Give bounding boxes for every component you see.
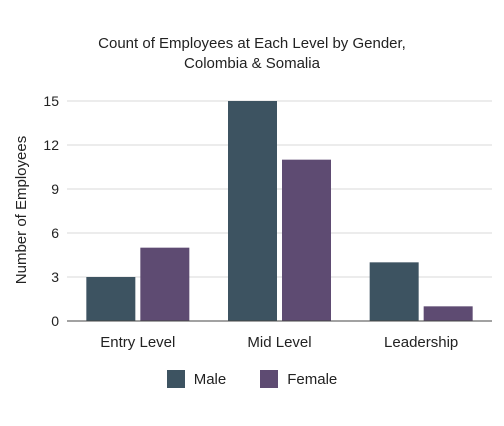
legend: Male Female	[0, 370, 504, 388]
x-tick-labels: Entry Level Mid Level Leadership	[100, 334, 458, 351]
y-tick-label-12: 12	[43, 137, 59, 153]
legend-swatch-female	[260, 370, 279, 388]
y-tick-label-15: 15	[43, 93, 59, 109]
bar-male-leadership	[369, 262, 419, 321]
chart-title-line-2: Colombia & Somalia	[184, 55, 320, 72]
legend-label-male: Male	[193, 370, 227, 388]
y-tick-label-0: 0	[51, 313, 59, 329]
y-tick-labels: 0 3 6 9 12 15	[43, 93, 59, 329]
bar-male-entry-level	[86, 277, 136, 321]
y-axis-label: Number of Employees	[13, 136, 30, 284]
x-tick-label-2: Leadership	[384, 334, 458, 351]
bars	[86, 101, 473, 321]
legend-label-female: Female	[287, 370, 338, 388]
legend-swatch-male	[166, 370, 185, 388]
bar-female-leadership	[423, 306, 473, 321]
legend-item-female: Female	[260, 370, 337, 388]
y-tick-label-6: 6	[51, 225, 59, 241]
bar-female-entry-level	[140, 247, 190, 321]
y-tick-label-9: 9	[51, 181, 59, 197]
chart-title-line-1: Count of Employees at Each Level by Gend…	[98, 35, 406, 52]
x-tick-label-0: Entry Level	[100, 334, 175, 351]
gridlines	[67, 100, 492, 278]
x-tick-label-1: Mid Level	[247, 334, 311, 351]
chart-title: Count of Employees at Each Level by Gend…	[0, 34, 504, 74]
bar-male-mid-level	[228, 101, 277, 321]
y-tick-label-3: 3	[51, 269, 59, 285]
legend-item-male: Male	[166, 370, 227, 388]
bar-female-mid-level	[282, 159, 331, 321]
